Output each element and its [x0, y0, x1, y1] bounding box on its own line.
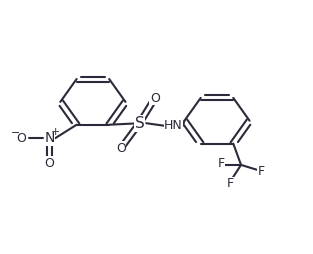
Text: +: + — [51, 127, 60, 137]
Text: F: F — [227, 177, 234, 190]
Text: O: O — [116, 142, 126, 155]
Text: O: O — [150, 92, 160, 105]
Text: S: S — [135, 116, 144, 131]
Text: F: F — [258, 165, 265, 178]
Text: O: O — [44, 157, 54, 170]
Text: −: − — [11, 128, 21, 138]
Text: N: N — [44, 131, 55, 145]
Text: F: F — [217, 157, 224, 170]
Text: O: O — [17, 132, 27, 145]
Text: HN: HN — [164, 119, 183, 132]
